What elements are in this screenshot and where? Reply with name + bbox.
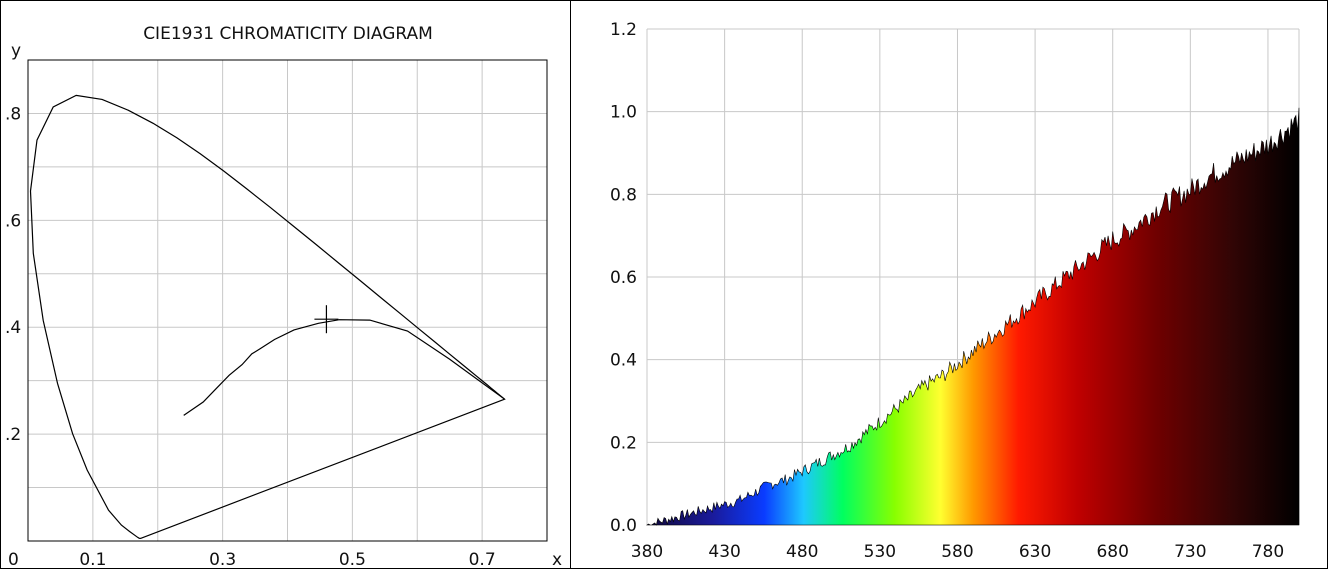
spectral-distribution-panel: 380 430 480 530 580 630 680 730 780 0.0 0.2 0.4 0.6 0… (570, 0, 1328, 569)
spd-tick-labels: 380 430 480 530 580 630 680 730 780 0.0 0.2 0.4 0.6 0… (610, 20, 1284, 562)
spd-y-tick-label: 0.4 (610, 351, 637, 371)
cie-tick-labels: 0 0.1 0.3 0.5 0.7 .2 .4 .6 .8 (5, 104, 496, 570)
spectral-power-area (645, 107, 1300, 526)
cie-x-axis-label: x (552, 550, 562, 570)
spd-y-tick-label: 0.2 (610, 433, 637, 453)
spd-x-tick-label: 380 (631, 542, 663, 562)
spd-y-tick-label: 1.2 (610, 20, 637, 40)
spd-y-tick-label: 1.0 (610, 103, 637, 123)
spd-x-tick-label: 630 (1019, 542, 1051, 562)
spd-x-tick-label: 730 (1174, 542, 1206, 562)
spectral-locus-curve (29, 94, 506, 540)
chromaticity-point-marker (314, 305, 339, 334)
spd-x-tick-label: 780 (1252, 542, 1284, 562)
cie-x-tick-label: 0.7 (469, 550, 496, 570)
cie-chromaticity-panel: CIE1931 CHROMATICITY DIAGRAM x y 0 0.1 0.3… (0, 0, 571, 570)
spd-x-tick-label: 530 (864, 542, 896, 562)
cie-x-tick-label: 0.3 (209, 550, 236, 570)
cie-plot-frame (27, 59, 548, 542)
cie-y-axis-label: y (11, 41, 21, 61)
cie-x-tick-label: 0 (8, 550, 19, 570)
planckian-locus-curve (183, 319, 505, 416)
spd-x-tick-label: 430 (708, 542, 740, 562)
cie-y-tick-label: .8 (5, 104, 21, 124)
cie-y-tick-label: .2 (5, 425, 21, 445)
cie-diagram-chart: CIE1931 CHROMATICITY DIAGRAM x y 0 0.1 0.3… (5, 24, 562, 570)
spectral-distribution-chart: 380 430 480 530 580 630 680 730 780 0.0 0.2 0.4 0.6 0… (610, 20, 1300, 562)
spd-x-tick-label: 480 (786, 542, 818, 562)
spd-y-tick-label: 0.8 (610, 185, 637, 205)
cie-y-tick-label: .4 (5, 318, 21, 338)
cie-grid (28, 60, 547, 541)
cie-chart-title: CIE1931 CHROMATICITY DIAGRAM (143, 24, 433, 44)
spd-x-tick-label: 680 (1096, 542, 1128, 562)
cie-x-tick-label: 0.5 (339, 550, 366, 570)
cie-x-tick-label: 0.1 (79, 550, 106, 570)
spd-y-tick-label: 0.0 (610, 516, 637, 536)
spd-y-tick-label: 0.6 (610, 268, 637, 288)
spd-x-tick-label: 580 (941, 542, 973, 562)
cie-y-tick-label: .6 (5, 211, 21, 231)
